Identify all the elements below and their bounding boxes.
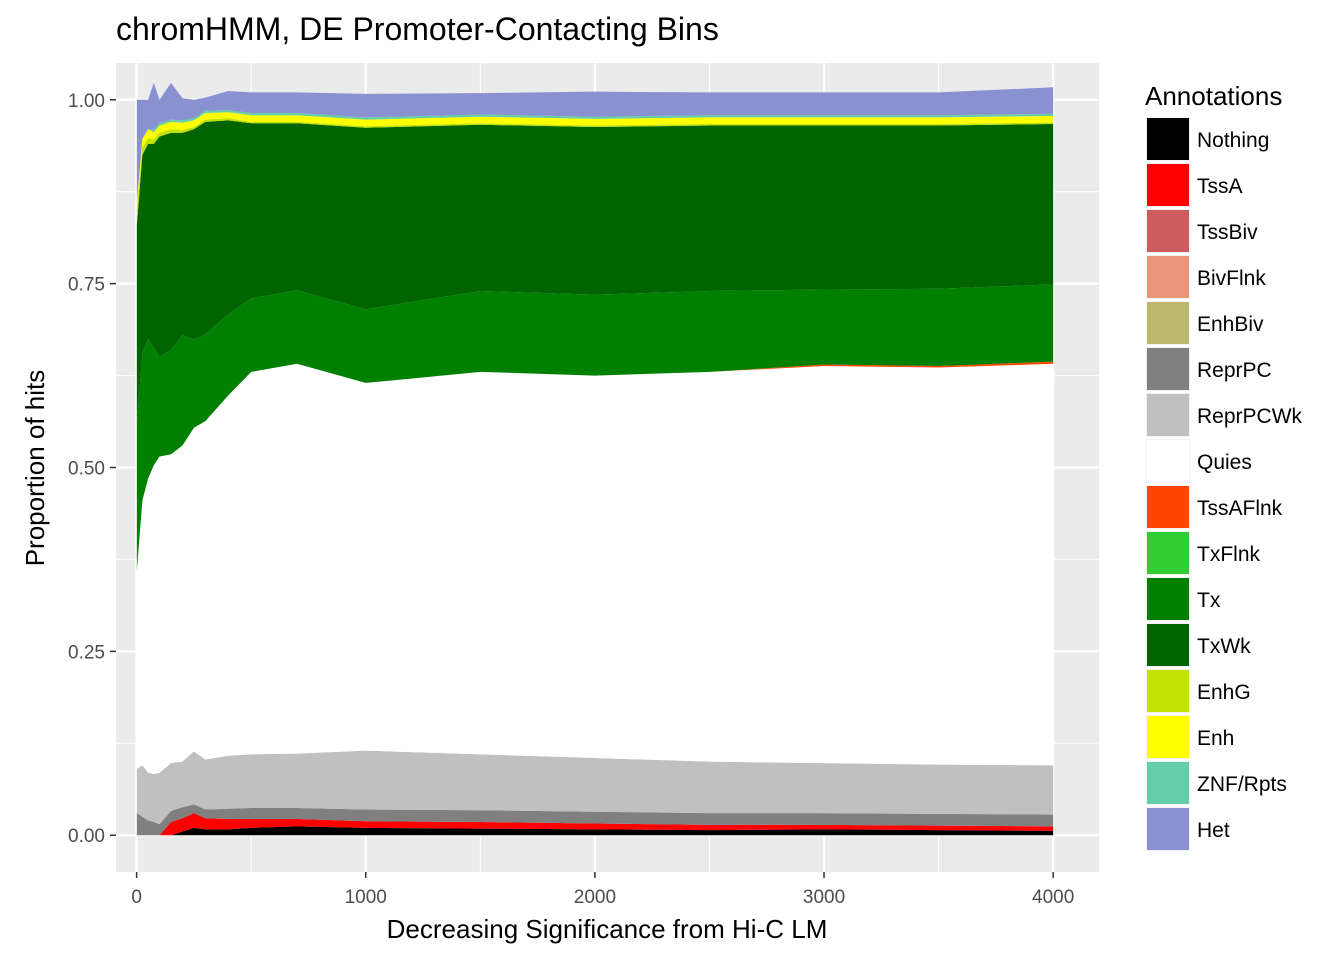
y-tick-label: 0.00	[68, 826, 105, 847]
x-tick-label: 1000	[345, 887, 387, 908]
legend-title: Annotations	[1145, 81, 1282, 111]
legend-swatch	[1147, 256, 1189, 298]
legend-label: Nothing	[1197, 129, 1269, 152]
stacked-areas	[136, 82, 1054, 836]
series-area-reprpcwk	[136, 750, 1054, 825]
x-axis: 0 1000 2000 3000 4000	[131, 872, 1074, 908]
legend-swatch	[1147, 716, 1189, 758]
legend-label: EnhG	[1197, 681, 1251, 704]
y-tick-label: 1.00	[68, 91, 105, 112]
legend-swatch	[1147, 302, 1189, 344]
y-tick-label: 0.25	[68, 642, 105, 663]
legend-swatch	[1147, 164, 1189, 206]
legend-label: Quies	[1197, 451, 1252, 474]
series-area-reprpc	[136, 804, 1054, 836]
series-area-txwk	[136, 120, 1054, 424]
x-tick-label: 2000	[574, 887, 616, 908]
legend-label: ReprPC	[1197, 359, 1272, 382]
x-tick-label: 0	[131, 887, 142, 908]
series-area-tx	[136, 284, 1054, 571]
legend-swatch	[1147, 118, 1189, 160]
y-tick-label: 0.75	[68, 275, 105, 296]
legend-swatch	[1147, 394, 1189, 436]
y-axis-title: Proportion of hits	[20, 370, 50, 567]
legend-swatch	[1147, 348, 1189, 390]
series-area-nothing	[136, 826, 1054, 836]
legend-label: TxFlnk	[1197, 543, 1261, 566]
series-area-het	[136, 82, 1054, 203]
legend-label: Enh	[1197, 727, 1234, 750]
legend-swatch	[1147, 440, 1189, 482]
legend-swatch	[1147, 578, 1189, 620]
chart-title: chromHMM, DE Promoter-Contacting Bins	[116, 11, 719, 47]
legend-swatch	[1147, 532, 1189, 574]
legend-label: TssA	[1197, 175, 1243, 198]
y-tick-label: 0.50	[68, 459, 105, 480]
x-axis-title: Decreasing Significance from Hi-C LM	[387, 914, 828, 944]
legend-label: Het	[1197, 819, 1230, 842]
legend-label: TssAFlnk	[1197, 497, 1283, 520]
legend-label: EnhBiv	[1197, 313, 1264, 336]
legend-label: TssBiv	[1197, 221, 1258, 244]
legend-label: Tx	[1197, 589, 1221, 612]
x-tick-label: 4000	[1032, 887, 1074, 908]
legend-swatch	[1147, 624, 1189, 666]
y-axis: 0.00 0.25 0.50 0.75 1.00	[68, 91, 116, 847]
x-tick-label: 3000	[803, 887, 845, 908]
legend-swatch	[1147, 762, 1189, 804]
legend-swatch	[1147, 486, 1189, 528]
legend-swatch	[1147, 210, 1189, 252]
series-area-enh	[136, 112, 1054, 211]
legend-swatch	[1147, 808, 1189, 850]
series-area-quies	[136, 363, 1054, 775]
legend-label: ZNF/Rpts	[1197, 773, 1287, 796]
legend-swatch	[1147, 670, 1189, 712]
legend: Annotations Nothing TssA TssBiv BivFlnk EnhB…	[1145, 81, 1303, 851]
legend-label: ReprPCWk	[1197, 405, 1303, 428]
series-area-tssa	[136, 813, 1054, 836]
legend-label: TxWk	[1197, 635, 1251, 658]
legend-label: BivFlnk	[1197, 267, 1266, 290]
